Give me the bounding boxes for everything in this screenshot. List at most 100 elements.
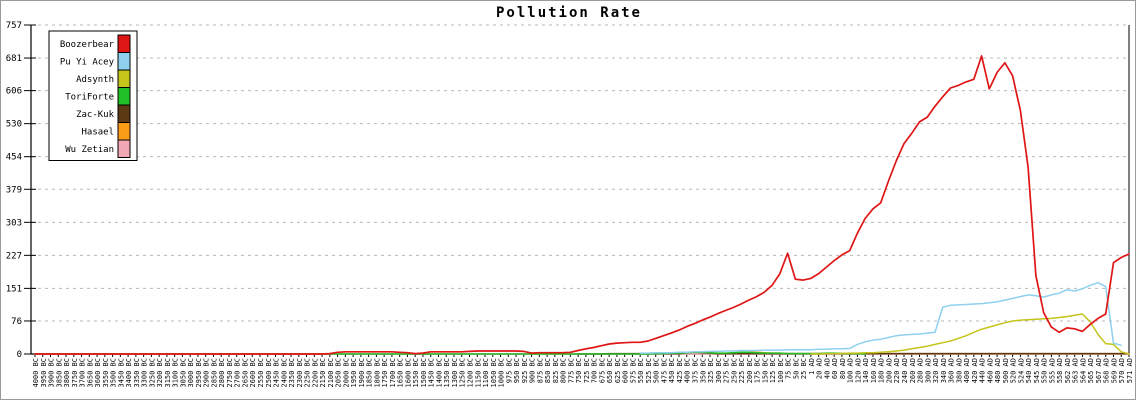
- x-tick-label: 460 AD: [986, 358, 994, 383]
- x-tick-label: 575 BC: [629, 358, 637, 383]
- x-tick-label: 100 AD: [847, 358, 855, 383]
- y-tick-label-151: 151: [6, 284, 22, 294]
- x-tick-label: 1800 BC: [373, 358, 381, 388]
- x-tick-label: 925 BC: [521, 358, 529, 383]
- x-tick-label: 3700 BC: [79, 358, 87, 388]
- x-tick-label: 2350 BC: [288, 358, 296, 388]
- x-tick-label: 240 AD: [901, 358, 909, 383]
- x-tick-label: 450 BC: [668, 358, 676, 383]
- x-tick-label: 300 BC: [715, 358, 723, 383]
- x-tick-label: 2650 BC: [241, 358, 249, 388]
- x-tick-label: 1600 BC: [404, 358, 412, 388]
- x-tick-label: 550 AD: [1041, 358, 1049, 383]
- x-tick-label: 350 BC: [699, 358, 707, 383]
- x-tick-label: 425 BC: [676, 358, 684, 383]
- x-tick-label: 570 AD: [1118, 358, 1126, 383]
- y-tick-label-606: 606: [6, 87, 22, 97]
- legend-label-zac-kuk: Zac-Kuk: [76, 110, 115, 120]
- x-tick-label: 1050 BC: [490, 358, 498, 388]
- y-tick-label-530: 530: [6, 120, 22, 130]
- x-tick-label: 3400 BC: [125, 358, 133, 388]
- x-tick-label: 1450 BC: [428, 358, 436, 388]
- legend-swatch-pu-yi-acey: [117, 52, 131, 71]
- x-tick-label: 2900 BC: [203, 358, 211, 388]
- x-tick-label: 625 BC: [614, 358, 622, 383]
- x-tick-label: 325 BC: [707, 358, 715, 383]
- x-tick-label: 480 AD: [994, 358, 1002, 383]
- x-tick-label: 200 BC: [746, 358, 754, 383]
- legend-item-wu-zetian: Wu Zetian: [65, 139, 131, 158]
- x-tick-label: 4000 BC: [32, 358, 40, 388]
- x-tick-label: 1150 BC: [474, 358, 482, 388]
- y-axis-labels: 0 76 151 227 303 379 454 530 606 681 757: [6, 21, 36, 360]
- x-tick-label: 140 AD: [862, 358, 870, 383]
- x-tick-label: 275 BC: [723, 358, 731, 383]
- x-tick-label: 120 AD: [854, 358, 862, 383]
- x-tick-label: 150 BC: [761, 358, 769, 383]
- x-tick-label: 2050 BC: [335, 358, 343, 388]
- x-tick-label: 1500 BC: [420, 358, 428, 388]
- legend-label-toriforte: ToriForte: [65, 93, 114, 103]
- x-tick-label: 540 AD: [1025, 358, 1033, 383]
- x-tick-label: 2750 BC: [226, 358, 234, 388]
- x-tick-label: 725 BC: [583, 358, 591, 383]
- x-tick-label: 1850 BC: [366, 358, 374, 388]
- x-tick-label: 180 AD: [878, 358, 886, 383]
- x-tick-label: 300 AD: [924, 358, 932, 383]
- x-tick-label: 320 AD: [932, 358, 940, 383]
- x-tick-label: 2200 BC: [311, 358, 319, 388]
- x-tick-label: 3300 BC: [141, 358, 149, 388]
- x-tick-label: 1 AD: [808, 358, 816, 375]
- x-tick-label: 1250 BC: [459, 358, 467, 388]
- x-tick-label: 950 BC: [513, 358, 521, 383]
- x-tick-label: 564 AD: [1079, 358, 1087, 383]
- chart-title: Pollution Rate: [495, 5, 642, 21]
- series-line-adsynth: [810, 313, 1130, 355]
- legend-swatch-toriforte: [117, 87, 131, 106]
- x-tick-label: 1400 BC: [435, 358, 443, 388]
- x-tick-label: 1300 BC: [451, 358, 459, 388]
- legend-label-hasael: Hasael: [81, 128, 114, 138]
- x-tick-label: 3950 BC: [40, 358, 48, 388]
- x-tick-label: 250 BC: [730, 358, 738, 383]
- x-tick-label: 2000 BC: [342, 358, 350, 388]
- x-tick-label: 220 AD: [893, 358, 901, 383]
- x-tick-label: 400 BC: [684, 358, 692, 383]
- x-tick-label: 3900 BC: [48, 358, 56, 388]
- x-tick-label: 3550 BC: [102, 358, 110, 388]
- x-tick-label: 3350 BC: [133, 358, 141, 388]
- x-tick-label: 568 AD: [1103, 358, 1111, 383]
- x-tick-label: 3200 BC: [156, 358, 164, 388]
- series-lines: [34, 55, 1130, 355]
- x-tick-label: 3800 BC: [63, 358, 71, 388]
- y-tick-label-454: 454: [6, 153, 22, 163]
- x-tick-label: 500 BC: [653, 358, 661, 383]
- x-tick-label: 260 AD: [909, 358, 917, 383]
- y-tick-label-379: 379: [6, 185, 22, 195]
- x-tick-label: 380 AD: [955, 358, 963, 383]
- x-tick-label: 2400 BC: [280, 358, 288, 388]
- x-tick-label: 360 AD: [948, 358, 956, 383]
- x-tick-label: 650 BC: [606, 358, 614, 383]
- x-tick-label: 567 AD: [1095, 358, 1103, 383]
- x-tick-label: 600 BC: [622, 358, 630, 383]
- x-tick-label: 520 AD: [1010, 358, 1018, 383]
- legend-label-adsynth: Adsynth: [76, 75, 114, 85]
- x-tick-label: 2100 BC: [327, 358, 335, 388]
- x-tick-label: 225 BC: [738, 358, 746, 383]
- x-tick-label: 1550 BC: [412, 358, 420, 388]
- legend-label-boozerbear: Boozerbear: [60, 40, 115, 50]
- x-tick-label: 1350 BC: [443, 358, 451, 388]
- x-tick-label: 675 BC: [598, 358, 606, 383]
- x-tick-label: 2150 BC: [319, 358, 327, 388]
- x-tick-label: 1100 BC: [482, 358, 490, 388]
- x-tick-label: 700 BC: [591, 358, 599, 383]
- x-tick-label: 160 AD: [870, 358, 878, 383]
- x-tick-label: 569 AD: [1110, 358, 1118, 383]
- x-tick-label: 3650 BC: [86, 358, 94, 388]
- y-tick-label-681: 681: [6, 54, 22, 64]
- x-tick-label: 2550 BC: [257, 358, 265, 388]
- x-tick-label: 3050 BC: [179, 358, 187, 388]
